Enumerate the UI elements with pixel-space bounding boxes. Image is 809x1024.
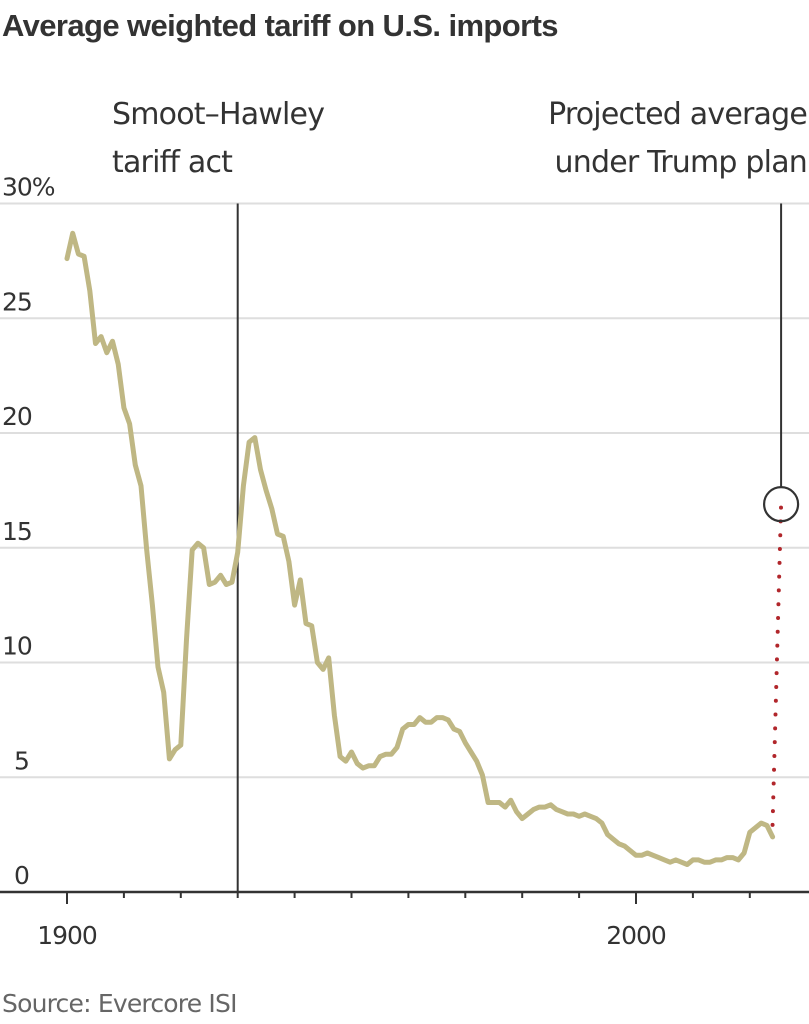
y-axis: 0 5 10 15 20 25 30% [2,173,56,891]
projection-label-line2: under Trump plan [555,145,807,180]
y-tick-label-10: 10 [2,632,32,661]
projection-circle-marker [762,486,800,523]
chart-title: Average weighted tariff on U.S. imports [2,8,558,43]
projection-dotted-line [770,502,784,827]
y-tick-label-5: 5 [14,746,29,775]
y-tick-label-25: 25 [2,287,32,316]
series-group [64,230,784,867]
y-tick-label-15: 15 [2,517,32,546]
x-tick-label-1900: 1900 [37,921,97,950]
smoot-hawley-label-line2: tariff act [112,145,233,180]
tariff-line [64,230,776,867]
gridlines [0,202,809,779]
y-tick-label-30: 30% [2,173,55,202]
projection-label-line1: Projected average [548,97,807,132]
y-tick-label-0: 0 [14,861,29,890]
source-note: Source: Evercore ISI [2,989,237,1018]
y-tick-label-20: 20 [2,402,32,431]
x-tick-label-2000: 2000 [606,921,666,950]
x-axis: 1900 2000 [0,890,809,950]
smoot-hawley-label-line1: Smoot–Hawley [112,97,324,132]
